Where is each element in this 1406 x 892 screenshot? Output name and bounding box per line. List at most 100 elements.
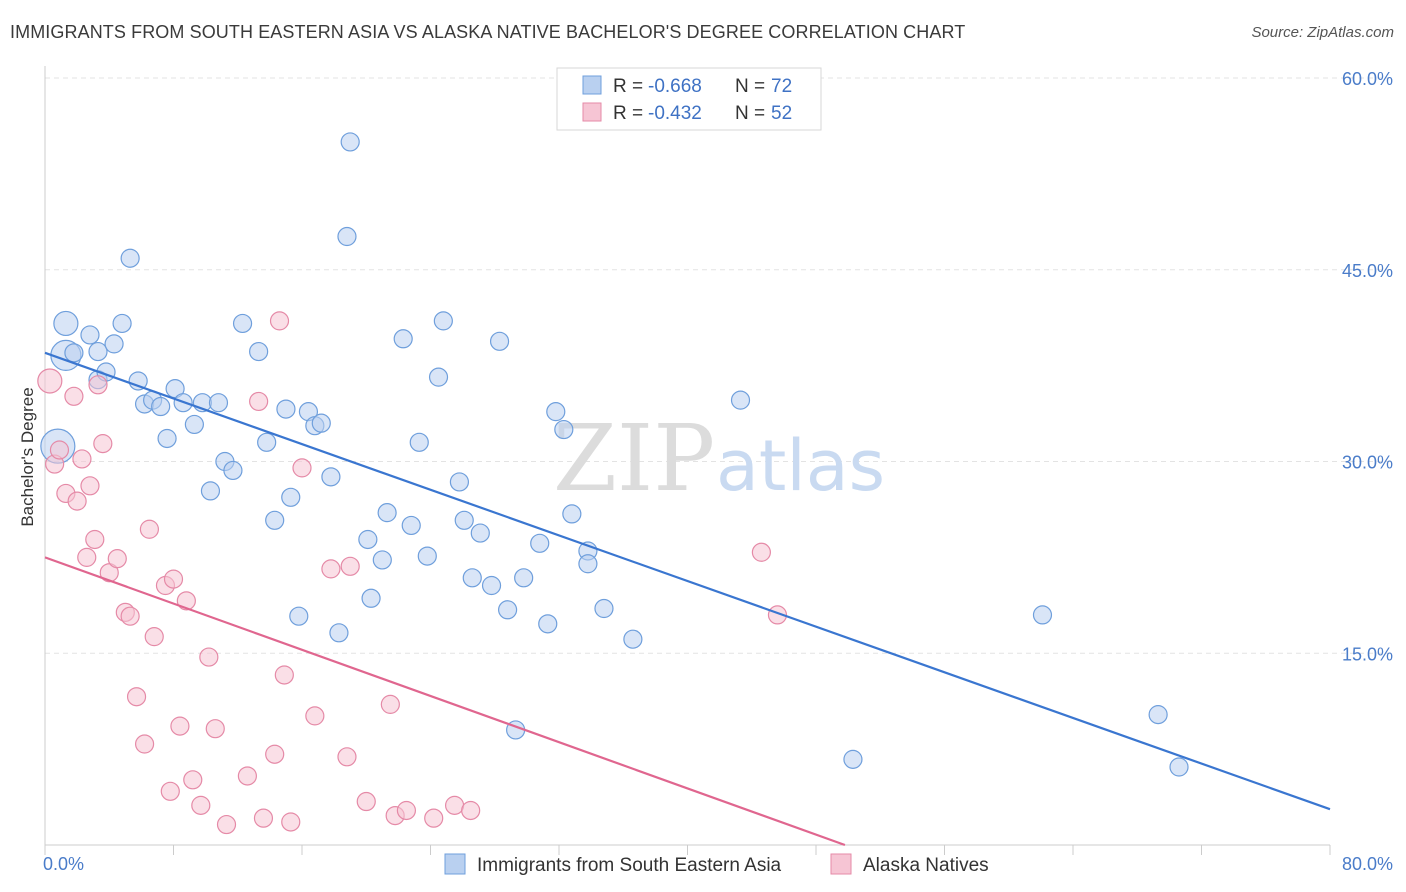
point-sea-58 bbox=[538, 614, 558, 634]
point-alaska-43 bbox=[380, 694, 400, 714]
point-alaska-33 bbox=[265, 744, 285, 764]
point-alaska-35 bbox=[274, 665, 294, 685]
point-sea-49 bbox=[454, 510, 474, 530]
point-sea-57 bbox=[530, 533, 550, 553]
y-tick-labels: 15.0% 30.0% 45.0% 60.0% bbox=[1342, 69, 1393, 664]
point-sea-41 bbox=[377, 503, 397, 523]
point-sea-30 bbox=[289, 606, 309, 626]
point-alaska-11 bbox=[93, 434, 113, 454]
point-alaska-15 bbox=[120, 606, 140, 626]
point-alaska-2 bbox=[49, 440, 70, 460]
y-axis-label: Bachelor's Degree bbox=[18, 387, 37, 526]
point-alaska-42 bbox=[356, 791, 376, 812]
x-tick-labels: 0.0% 80.0% bbox=[43, 854, 1393, 874]
point-alaska-17 bbox=[134, 734, 155, 754]
point-alaska-7 bbox=[77, 547, 97, 567]
point-sea-67 bbox=[843, 749, 863, 769]
point-sea-48 bbox=[449, 472, 470, 492]
point-sea-53 bbox=[489, 331, 510, 351]
legend-swatch-pink bbox=[582, 102, 602, 122]
gridlines bbox=[45, 77, 1395, 654]
legend-n-value-1: 72 bbox=[771, 76, 792, 97]
point-sea-66 bbox=[730, 390, 751, 410]
point-sea-46 bbox=[428, 367, 449, 387]
point-sea-65 bbox=[623, 629, 643, 649]
point-alaska-24 bbox=[176, 591, 196, 611]
point-sea-24 bbox=[232, 313, 253, 334]
point-sea-64 bbox=[594, 598, 614, 619]
point-alaska-40 bbox=[337, 747, 357, 767]
point-alaska-41 bbox=[340, 556, 360, 576]
point-alaska-39 bbox=[321, 559, 341, 579]
watermark-atlas: atlas bbox=[716, 425, 885, 507]
trend-line-alaska bbox=[44, 556, 846, 847]
point-sea-47 bbox=[433, 311, 453, 331]
point-alaska-36 bbox=[281, 812, 301, 832]
data-points bbox=[37, 132, 1189, 835]
point-sea-10 bbox=[120, 248, 140, 268]
point-alaska-48 bbox=[461, 800, 481, 821]
point-sea-2 bbox=[53, 310, 79, 337]
point-alaska-25 bbox=[183, 770, 203, 790]
series-legend: Immigrants from South Eastern Asia Alask… bbox=[444, 853, 989, 876]
stats-legend: R = -0.668 N = 72 R = -0.432 N = 52 bbox=[556, 67, 822, 131]
y-tick-label-1: 30.0% bbox=[1342, 453, 1393, 473]
point-alaska-9 bbox=[85, 529, 105, 550]
point-sea-60 bbox=[554, 419, 574, 440]
legend-swatch-blue bbox=[582, 75, 602, 95]
point-sea-36 bbox=[337, 226, 357, 247]
point-alaska-49 bbox=[751, 542, 771, 562]
point-alaska-37 bbox=[292, 458, 312, 478]
point-alaska-27 bbox=[199, 647, 219, 667]
point-sea-42 bbox=[393, 329, 413, 349]
point-sea-25 bbox=[249, 341, 269, 362]
point-sea-5 bbox=[88, 341, 108, 362]
point-sea-3 bbox=[64, 343, 84, 363]
series-legend-swatch-pink bbox=[830, 853, 852, 875]
point-sea-26 bbox=[257, 432, 277, 452]
point-sea-51 bbox=[470, 523, 490, 543]
y-tick-label-0: 15.0% bbox=[1342, 644, 1393, 664]
point-alaska-45 bbox=[396, 800, 417, 821]
point-sea-54 bbox=[498, 600, 518, 620]
point-sea-70 bbox=[1169, 757, 1189, 777]
point-sea-18 bbox=[184, 414, 204, 435]
watermark: ZIP atlas bbox=[553, 405, 885, 512]
series-legend-swatch-blue bbox=[444, 853, 466, 875]
point-sea-56 bbox=[514, 568, 534, 588]
legend-r-value-2: -0.432 bbox=[648, 103, 702, 124]
point-sea-37 bbox=[340, 132, 360, 152]
point-sea-61 bbox=[562, 504, 582, 524]
point-sea-29 bbox=[281, 487, 301, 507]
point-sea-28 bbox=[276, 399, 296, 419]
point-sea-33 bbox=[311, 413, 331, 433]
point-sea-21 bbox=[208, 393, 229, 413]
point-sea-63 bbox=[578, 554, 598, 574]
point-sea-59 bbox=[546, 402, 566, 422]
point-sea-9 bbox=[112, 313, 132, 334]
trend-line-sea bbox=[44, 351, 1331, 811]
point-sea-52 bbox=[481, 575, 502, 596]
point-sea-43 bbox=[401, 515, 421, 536]
point-alaska-30 bbox=[237, 766, 257, 786]
legend-n-label-1: N = bbox=[735, 76, 765, 97]
point-sea-27 bbox=[265, 510, 285, 530]
point-sea-50 bbox=[462, 568, 482, 588]
point-sea-20 bbox=[200, 481, 221, 501]
legend-n-label-2: N = bbox=[735, 103, 765, 124]
point-alaska-32 bbox=[253, 808, 274, 828]
point-sea-35 bbox=[329, 623, 349, 643]
point-alaska-19 bbox=[144, 627, 164, 647]
point-sea-38 bbox=[358, 529, 378, 550]
point-alaska-31 bbox=[249, 391, 269, 412]
point-alaska-22 bbox=[163, 569, 184, 589]
point-sea-15 bbox=[157, 428, 177, 449]
point-sea-34 bbox=[321, 467, 341, 487]
legend-r-value-1: -0.668 bbox=[648, 76, 702, 97]
y-tick-label-3: 60.0% bbox=[1342, 69, 1393, 89]
chart-title: IMMIGRANTS FROM SOUTH EASTERN ASIA VS AL… bbox=[10, 22, 966, 42]
point-alaska-34 bbox=[269, 311, 290, 331]
x-tick-label-0: 0.0% bbox=[43, 854, 84, 874]
trend-lines bbox=[44, 351, 1331, 847]
